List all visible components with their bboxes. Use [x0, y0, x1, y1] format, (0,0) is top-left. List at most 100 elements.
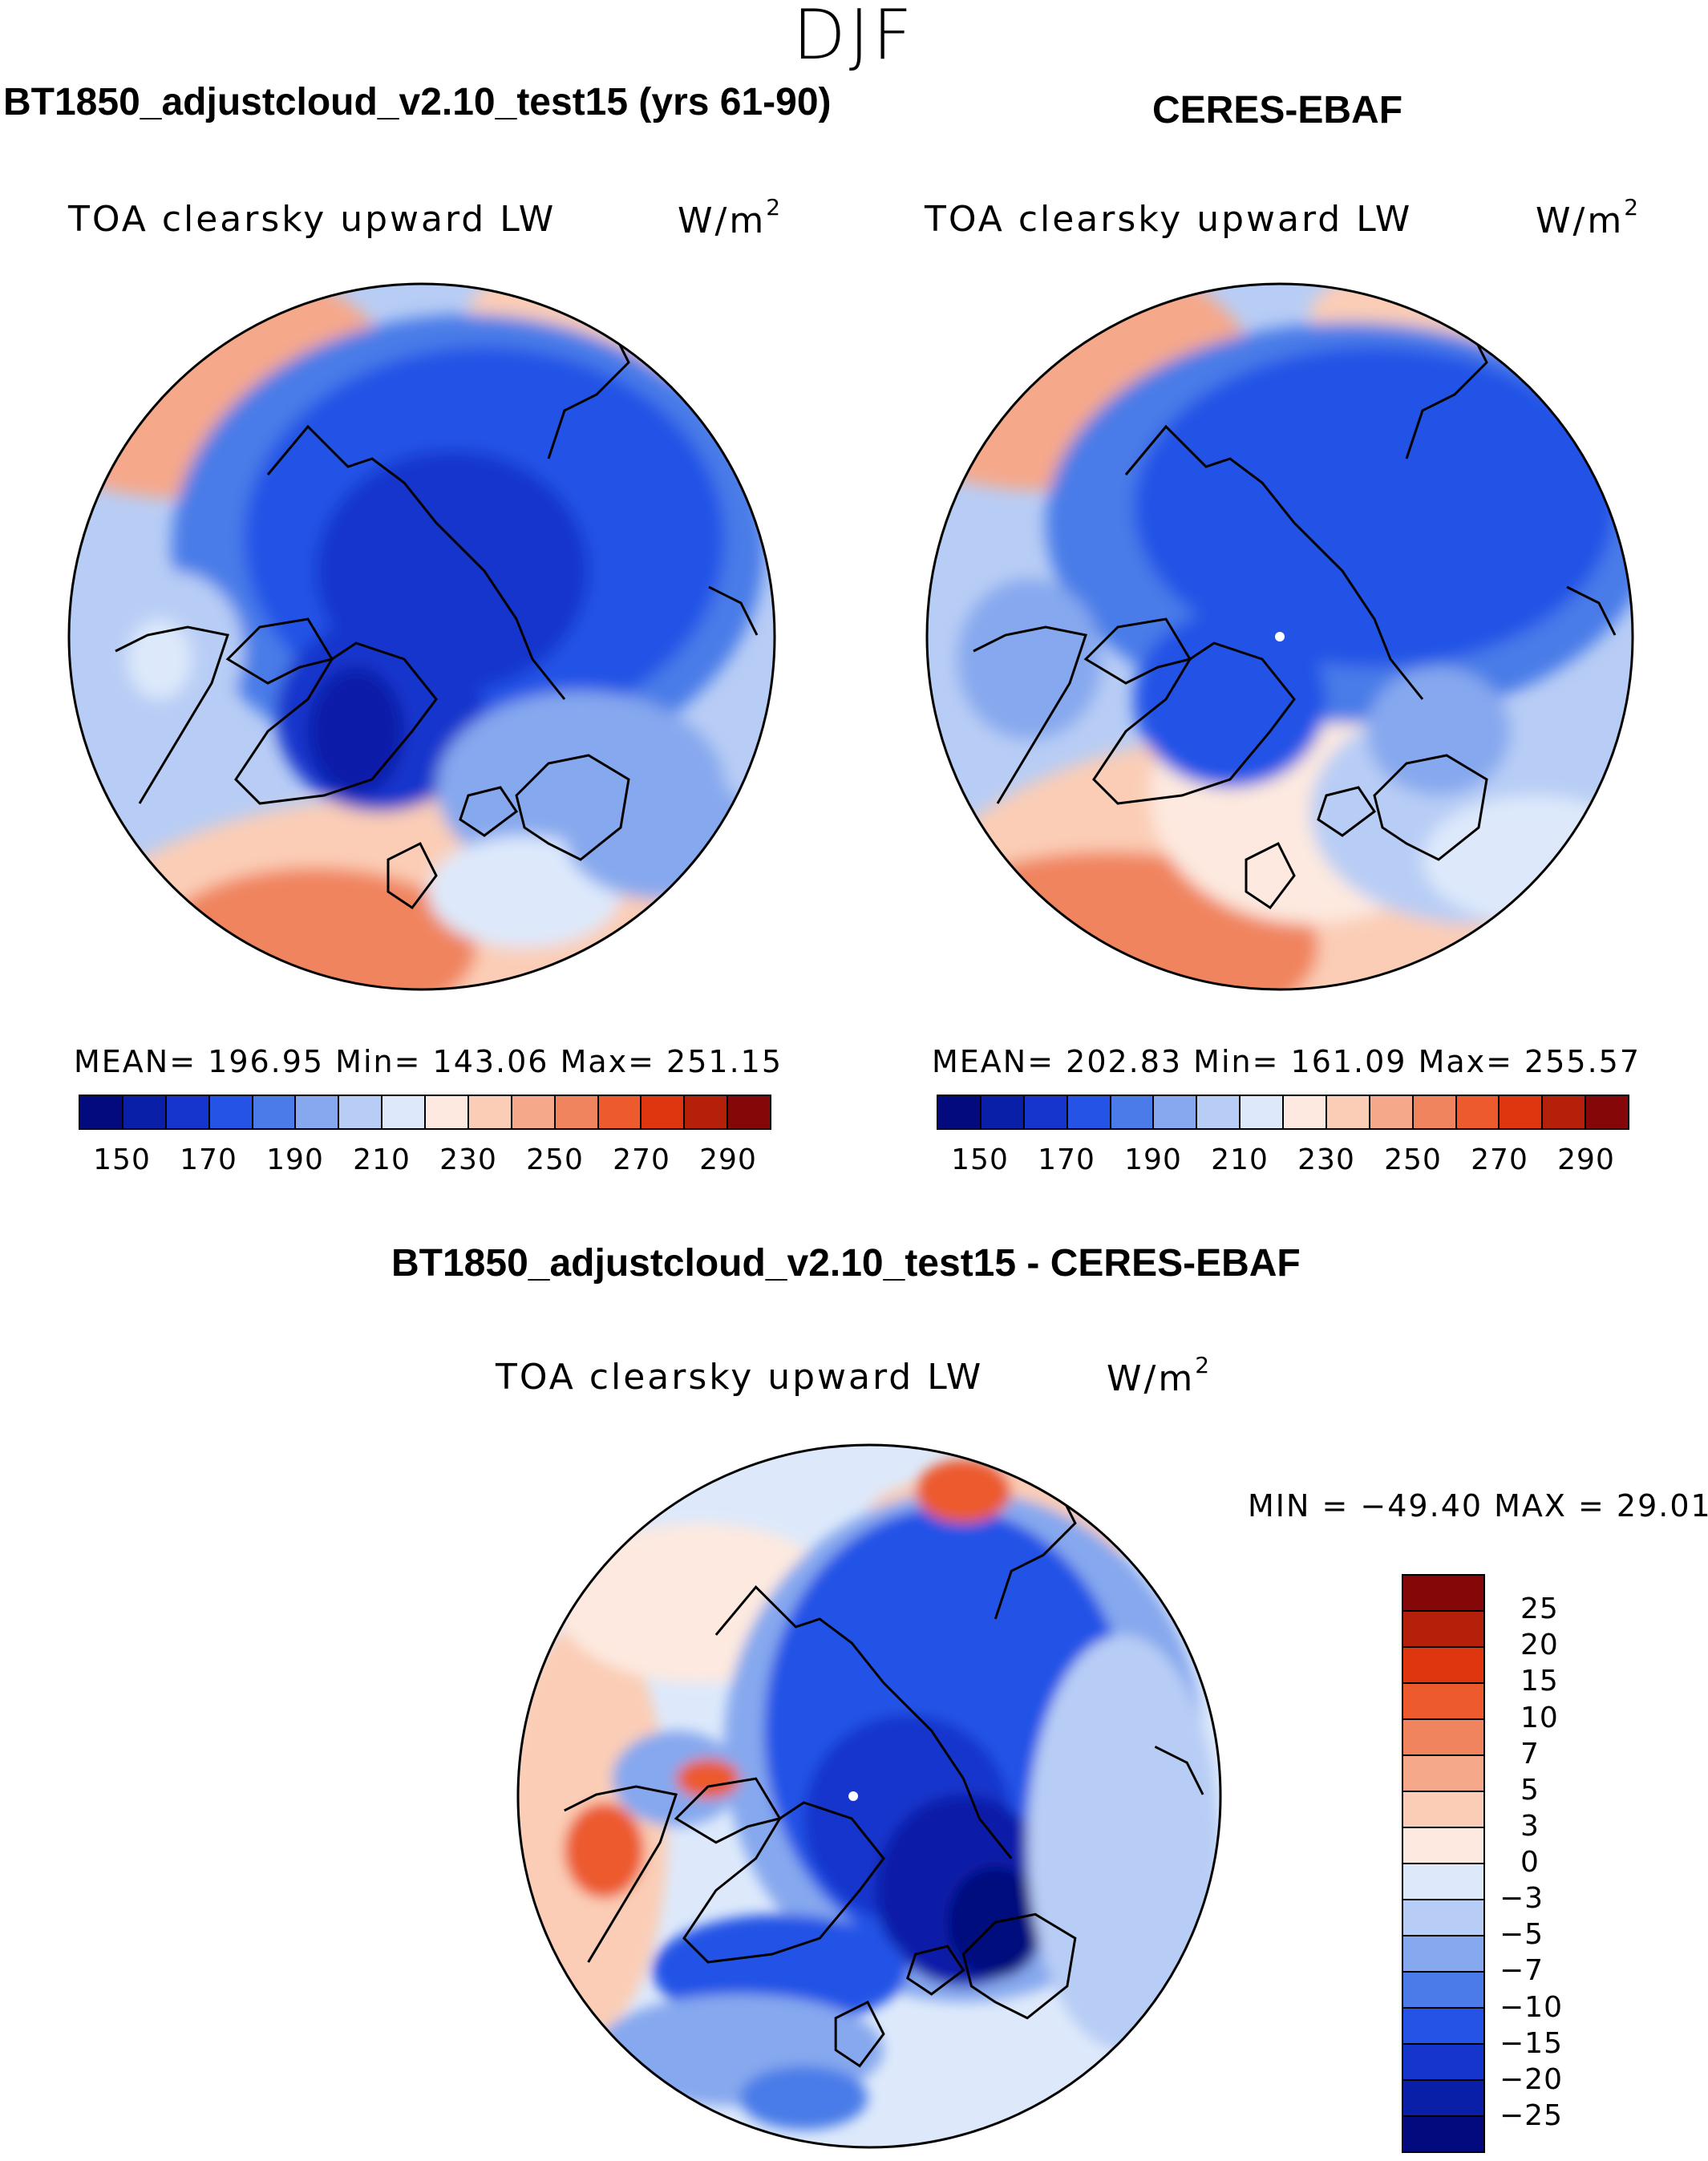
model-colorbar-tick: 150	[93, 1143, 151, 1176]
model-field-label: TOA clearsky upward LW	[68, 199, 557, 240]
model-colorbar-tick: 210	[353, 1143, 411, 1176]
model-colorbar-swatch	[555, 1096, 599, 1128]
model-colorbar-swatch	[296, 1096, 340, 1128]
diff-colorbar-tick: 0	[1520, 1846, 1540, 1879]
model-colorbar-tick: 230	[439, 1143, 497, 1176]
diff-colorbar-tick: −10	[1500, 1990, 1563, 2024]
model-colorbar-tick: 170	[180, 1143, 237, 1176]
obs-stats: MEAN= 202.83 Min= 161.09 Max= 255.57	[932, 1044, 1641, 1079]
model-colorbar-swatch	[253, 1096, 297, 1128]
diff-colorbar-swatch	[1403, 1936, 1483, 1973]
diff-colorbar-swatch	[1403, 1684, 1483, 1720]
diff-colorbar-swatch	[1403, 1576, 1483, 1612]
obs-units: W/m2	[1536, 194, 1639, 241]
diff-colorbar-tick: 7	[1520, 1737, 1540, 1770]
diff-colorbar-swatch	[1403, 1973, 1483, 2009]
obs-colorbar-swatch	[1456, 1096, 1500, 1128]
obs-colorbar-tick: 250	[1384, 1143, 1442, 1176]
diff-colorbar-tick: 10	[1520, 1701, 1559, 1734]
diff-field-label: TOA clearsky upward LW	[496, 1357, 984, 1398]
diff-colorbar-tick: 15	[1520, 1665, 1559, 1698]
obs-colorbar-swatch	[1154, 1096, 1198, 1128]
diff-colorbar-tick: −7	[1500, 1954, 1544, 1988]
diff-colorbar-tick: −20	[1500, 2062, 1563, 2096]
obs-colorbar-swatch	[1543, 1096, 1587, 1128]
model-colorbar-tick: 190	[266, 1143, 324, 1176]
season-title: DJF	[792, 0, 916, 75]
obs-colorbar-swatch	[938, 1096, 981, 1128]
obs-colorbar-swatch	[1586, 1096, 1628, 1128]
diff-colorbar-swatch	[1403, 2045, 1483, 2081]
model-colorbar-swatch	[80, 1096, 123, 1128]
diff-colorbar	[1402, 1574, 1485, 2153]
obs-colorbar-tick: 230	[1297, 1143, 1355, 1176]
model-stats: MEAN= 196.95 Min= 143.06 Max= 251.15	[74, 1044, 783, 1079]
model-panel-title: BT1850_adjustcloud_v2.10_test15 (yrs 61-…	[3, 81, 832, 123]
model-colorbar-swatch	[339, 1096, 383, 1128]
obs-colorbar-tick: 170	[1038, 1143, 1095, 1176]
obs-panel-title: CERES-EBAF	[1152, 89, 1403, 132]
model-colorbar-swatch	[426, 1096, 469, 1128]
model-colorbar-swatch	[468, 1096, 512, 1128]
diff-colorbar-swatch	[1403, 1864, 1483, 1900]
obs-colorbar-swatch	[1111, 1096, 1155, 1128]
model-colorbar-swatch	[642, 1096, 686, 1128]
diff-colorbar-tick: −15	[1500, 2026, 1563, 2060]
obs-colorbar	[937, 1095, 1629, 1130]
diff-colorbar-tick: −5	[1500, 1918, 1544, 1952]
model-colorbar	[79, 1095, 771, 1130]
obs-colorbar-tick: 190	[1124, 1143, 1182, 1176]
diff-colorbar-tick: 5	[1520, 1773, 1540, 1807]
model-colorbar-swatch	[598, 1096, 642, 1128]
obs-colorbar-swatch	[1067, 1096, 1111, 1128]
obs-colorbar-swatch	[1024, 1096, 1068, 1128]
obs-colorbar-swatch	[981, 1096, 1025, 1128]
diff-units: W/m2	[1107, 1352, 1210, 1399]
diff-colorbar-swatch	[1403, 1756, 1483, 1792]
obs-colorbar-swatch	[1326, 1096, 1370, 1128]
diff-colorbar-swatch	[1403, 2081, 1483, 2117]
obs-colorbar-swatch	[1370, 1096, 1414, 1128]
diff-colorbar-tick: 25	[1520, 1592, 1559, 1626]
diff-colorbar-swatch	[1403, 1900, 1483, 1936]
diff-panel-title: BT1850_adjustcloud_v2.10_test15 - CERES-…	[391, 1242, 1301, 1285]
obs-colorbar-tick: 210	[1211, 1143, 1269, 1176]
obs-polar-map	[925, 282, 1634, 991]
obs-field-label: TOA clearsky upward LW	[925, 199, 1413, 240]
obs-colorbar-tick: 290	[1557, 1143, 1615, 1176]
diff-colorbar-swatch	[1403, 1612, 1483, 1648]
model-colorbar-swatch	[209, 1096, 253, 1128]
obs-colorbar-tick: 150	[951, 1143, 1009, 1176]
obs-colorbar-swatch	[1284, 1096, 1327, 1128]
model-colorbar-tick: 250	[526, 1143, 584, 1176]
diff-polar-map	[516, 1443, 1222, 2149]
model-colorbar-swatch	[382, 1096, 426, 1128]
model-colorbar-tick: 270	[613, 1143, 670, 1176]
obs-colorbar-ticks: 150 170 190 210 230 250 270 290	[937, 1143, 1629, 1179]
model-colorbar-swatch	[166, 1096, 210, 1128]
diff-colorbar-ticks: 25 20 15 10 7 5 3 0 −3 −5 −7 −10 −15 −20 −25	[1500, 1574, 1628, 2153]
model-colorbar-tick: 290	[699, 1143, 757, 1176]
diff-colorbar-swatch	[1403, 1828, 1483, 1864]
model-colorbar-swatch	[512, 1096, 556, 1128]
model-colorbar-swatch	[728, 1096, 770, 1128]
diff-colorbar-swatch	[1403, 1792, 1483, 1828]
diff-colorbar-tick: 20	[1520, 1629, 1559, 1662]
model-polar-map	[67, 282, 776, 991]
diff-colorbar-tick: 3	[1520, 1809, 1540, 1843]
obs-colorbar-tick: 270	[1471, 1143, 1528, 1176]
obs-colorbar-swatch	[1241, 1096, 1284, 1128]
diff-colorbar-tick: −25	[1500, 2098, 1563, 2132]
diff-stats: MIN = −49.40 MAX = 29.01	[1248, 1488, 1708, 1524]
obs-colorbar-swatch	[1413, 1096, 1457, 1128]
model-units: W/m2	[678, 194, 781, 241]
diff-colorbar-swatch	[1403, 1648, 1483, 1684]
model-colorbar-swatch	[685, 1096, 729, 1128]
diff-colorbar-tick: −3	[1500, 1882, 1544, 1916]
obs-colorbar-swatch	[1197, 1096, 1241, 1128]
diff-colorbar-swatch	[1403, 1720, 1483, 1756]
obs-colorbar-swatch	[1500, 1096, 1544, 1128]
model-colorbar-ticks: 150 170 190 210 230 250 270 290	[79, 1143, 771, 1179]
model-colorbar-swatch	[123, 1096, 167, 1128]
diff-colorbar-swatch	[1403, 2009, 1483, 2045]
